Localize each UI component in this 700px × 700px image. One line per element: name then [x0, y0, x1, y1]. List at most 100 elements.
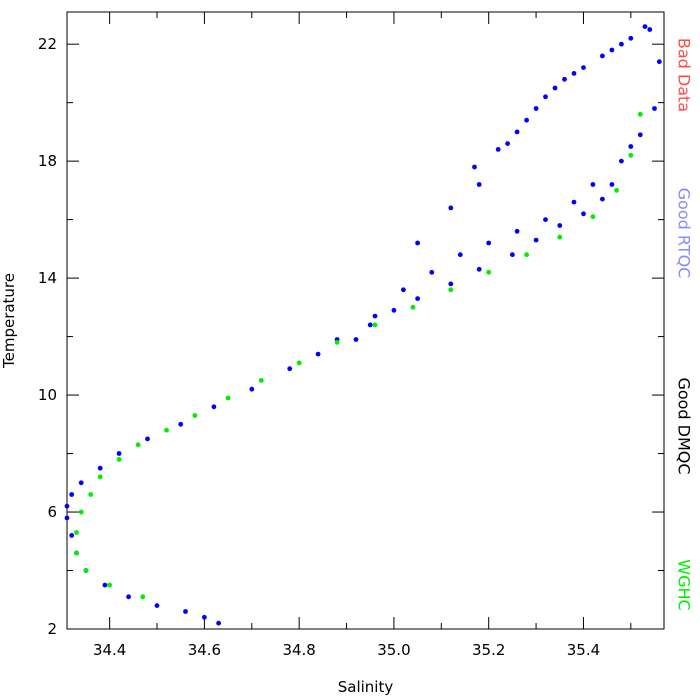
y-tick-label: 2 — [47, 620, 57, 638]
data-point — [476, 182, 482, 187]
data-point — [410, 304, 416, 310]
data-point — [581, 211, 586, 217]
data-point — [448, 205, 454, 211]
data-point — [116, 457, 122, 462]
x-tick-label: 34.8 — [282, 641, 315, 659]
data-point — [107, 582, 112, 588]
data-point — [372, 322, 378, 328]
data-point — [514, 129, 520, 135]
data-point — [211, 404, 217, 410]
y-tick-label: 6 — [47, 503, 57, 521]
data-point — [102, 582, 108, 588]
data-point — [64, 503, 70, 509]
data-point — [334, 340, 340, 345]
data-point — [74, 530, 79, 535]
data-point — [619, 158, 624, 164]
data-point — [140, 594, 146, 600]
x-axis-label: Salinity — [338, 678, 394, 696]
data-point — [415, 296, 420, 301]
data-point — [78, 509, 84, 515]
y-tick-label: 14 — [38, 269, 57, 287]
data-point — [287, 366, 293, 372]
data-point — [637, 132, 643, 138]
data-point — [74, 550, 79, 556]
data-point — [69, 492, 75, 497]
data-point — [116, 451, 122, 456]
data-point — [514, 228, 520, 234]
data-point — [524, 252, 529, 258]
data-point — [647, 27, 653, 32]
data-point — [154, 603, 160, 608]
data-point — [609, 182, 615, 187]
x-tick-label: 35.0 — [377, 641, 410, 659]
data-point — [510, 252, 515, 258]
data-point — [637, 111, 643, 117]
legend-entry: Bad Data — [675, 38, 694, 112]
data-point — [353, 337, 359, 342]
data-point — [472, 164, 477, 170]
data-point — [486, 240, 492, 246]
data-point — [628, 35, 634, 41]
data-point — [183, 609, 188, 614]
y-tick-label: 18 — [38, 152, 57, 170]
data-point — [476, 266, 482, 272]
data-point — [628, 144, 634, 149]
data-point — [258, 378, 264, 383]
points-layer — [64, 24, 662, 626]
data-point — [448, 281, 454, 287]
data-point — [571, 71, 577, 76]
data-point — [401, 287, 406, 293]
data-point — [543, 217, 548, 223]
y-tick-label: 22 — [38, 35, 57, 53]
data-point — [628, 152, 634, 158]
data-point — [609, 47, 615, 53]
data-point — [448, 287, 454, 293]
data-point — [590, 182, 596, 187]
data-point — [581, 65, 586, 70]
data-point — [69, 533, 75, 538]
data-point — [590, 214, 596, 220]
data-point — [457, 252, 463, 258]
data-point — [225, 395, 231, 401]
data-point — [296, 360, 302, 366]
data-point — [88, 492, 94, 497]
legend-entry: WGHC — [675, 559, 694, 610]
data-point — [78, 480, 84, 486]
data-point — [600, 196, 605, 202]
legend-entry: Good RTQC — [675, 188, 694, 279]
data-point — [64, 515, 70, 521]
x-tick-label: 34.4 — [93, 641, 126, 659]
data-point — [524, 117, 529, 123]
data-point — [415, 240, 420, 246]
data-point — [656, 59, 662, 65]
data-point — [652, 106, 657, 111]
data-point — [505, 141, 510, 147]
data-point — [216, 620, 222, 626]
data-point — [571, 199, 577, 205]
data-point — [429, 269, 435, 275]
x-tick-label: 35.2 — [472, 641, 505, 659]
data-point — [619, 41, 624, 47]
data-point — [202, 614, 207, 620]
data-point — [178, 421, 184, 427]
data-point — [145, 436, 150, 442]
data-point — [315, 351, 321, 357]
data-point — [367, 322, 373, 328]
data-point — [126, 594, 131, 600]
data-point — [192, 413, 198, 418]
y-axis-label: Temperature — [0, 273, 18, 369]
data-point — [533, 106, 539, 111]
data-point — [614, 188, 619, 193]
data-point — [557, 223, 563, 228]
data-point — [135, 442, 141, 448]
x-tick-label: 34.6 — [188, 641, 221, 659]
x-tick-label: 35.4 — [567, 641, 600, 659]
plot-area — [66, 11, 665, 630]
tick-layer: 34.4 34.6 34.8 35.0 35.2 35.4 2 6 10 14 18 22 — [38, 12, 664, 659]
data-point — [391, 307, 397, 313]
data-point — [642, 24, 648, 29]
data-point — [486, 269, 492, 275]
data-point — [552, 85, 558, 91]
data-point — [533, 237, 539, 243]
